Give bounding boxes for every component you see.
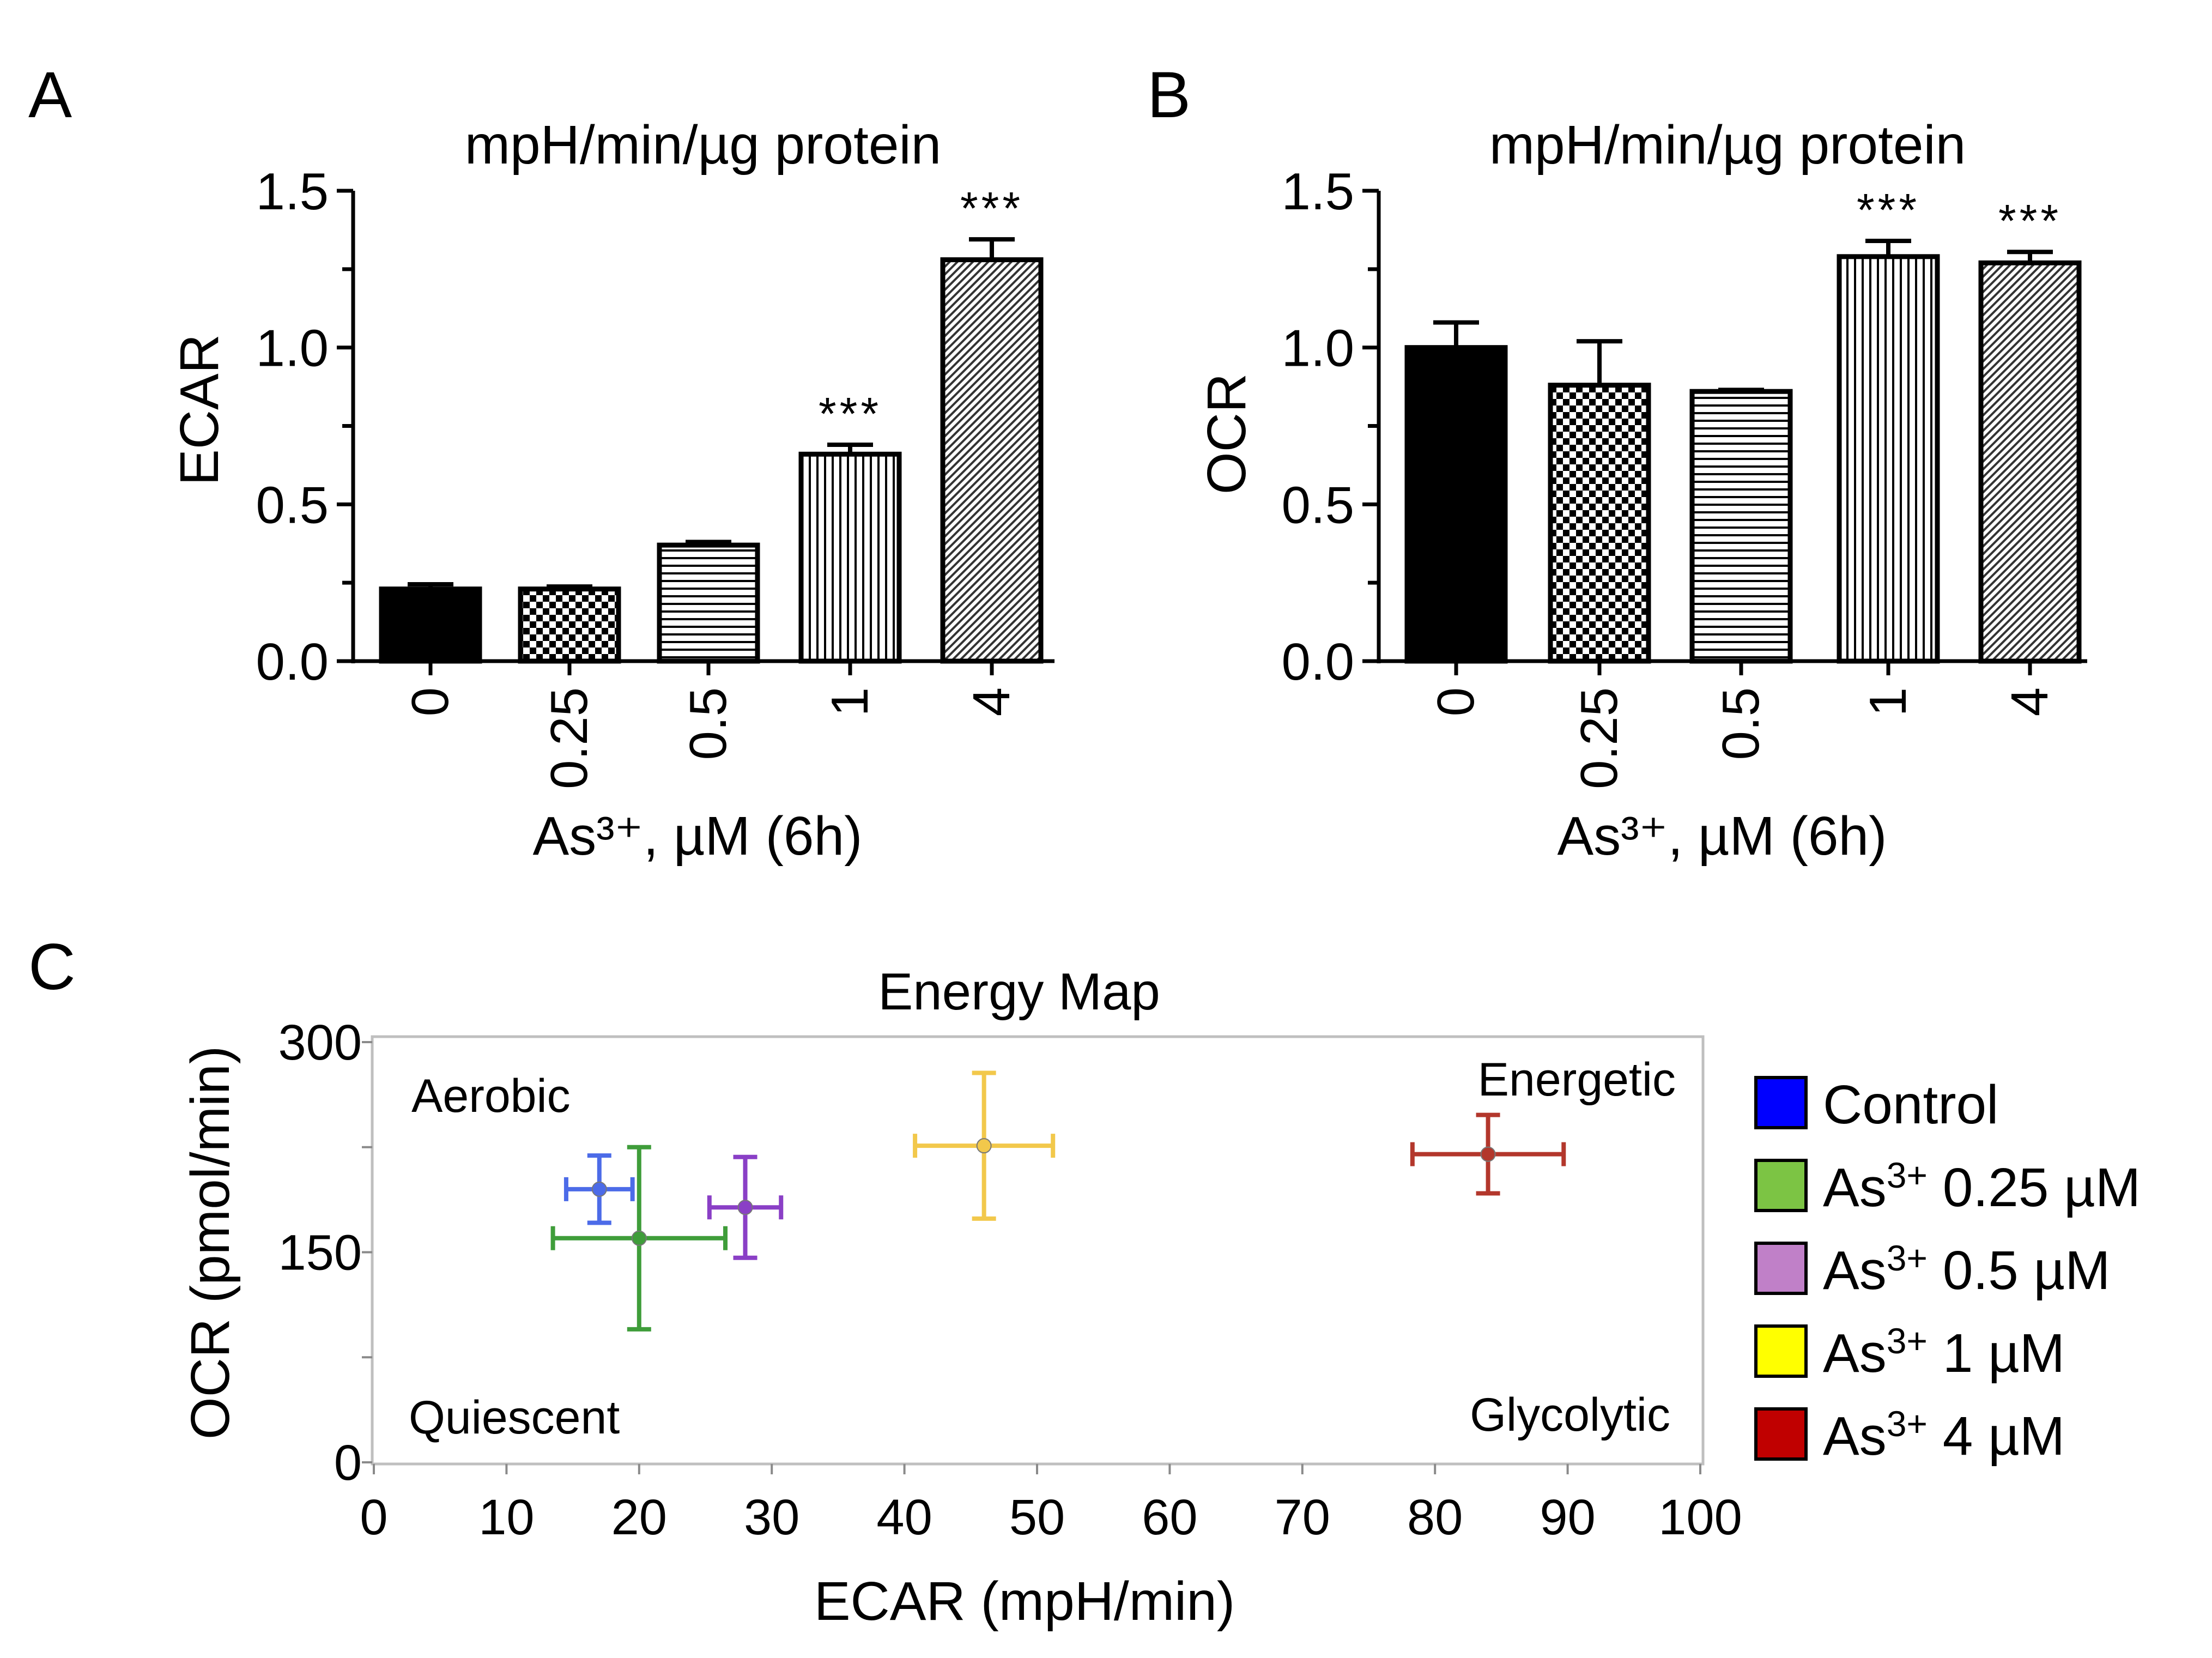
energy-map-xtick-label: 10 bbox=[478, 1490, 534, 1545]
legend-item-suffix: 1 µM bbox=[1928, 1323, 2065, 1384]
panel-b-bar bbox=[1837, 254, 1940, 664]
legend-item-prefix: As bbox=[1823, 1240, 1887, 1301]
legend-item-label: As3+ 0.5 µM bbox=[1823, 1238, 2110, 1301]
legend-item-label: As3+ 0.25 µM bbox=[1823, 1155, 2141, 1218]
energy-map-xtick-label: 50 bbox=[1009, 1490, 1065, 1545]
legend-item-prefix: As bbox=[1823, 1157, 1887, 1218]
panel-a-category-label: 0 bbox=[401, 687, 459, 716]
energy-map-point-group bbox=[707, 1154, 784, 1260]
quadrant-label-energetic: Energetic bbox=[1478, 1054, 1676, 1106]
panel-a-ytick-label: 0.5 bbox=[256, 476, 329, 534]
panel-a-bar bbox=[940, 257, 1044, 664]
panel-b-bar bbox=[1548, 383, 1651, 664]
panel-b-significance-label: *** bbox=[1998, 195, 2062, 246]
energy-map-point bbox=[591, 1181, 607, 1197]
panel-a-bar bbox=[798, 451, 902, 664]
panel-a-bar bbox=[379, 586, 482, 664]
legend-swatch bbox=[1754, 1407, 1808, 1461]
energy-map-point-group bbox=[563, 1153, 635, 1225]
panel-a-bar bbox=[518, 586, 621, 664]
panel-a-ytick-label: 0.0 bbox=[256, 633, 329, 691]
panel-a-category-label: 0.25 bbox=[540, 687, 598, 789]
panel-b-category-label: 0.5 bbox=[1712, 687, 1770, 760]
panel-a-ylabel: ECAR bbox=[169, 334, 230, 486]
panel-a-chart: mpH/min/µg protein ECAR As³⁺, µM (6h) 0.… bbox=[169, 114, 1055, 867]
panel-c-xlabel: ECAR (mpH/min) bbox=[814, 1571, 1235, 1632]
panel-b-category-label: 0 bbox=[1427, 687, 1485, 716]
energy-map-point-group bbox=[550, 1145, 728, 1332]
energy-map-xtick-label: 20 bbox=[611, 1490, 667, 1545]
panel-b-category-label: 4 bbox=[2001, 687, 2059, 716]
legend-item-prefix: As bbox=[1823, 1323, 1887, 1384]
panel-b-ytick-label: 0.5 bbox=[1282, 476, 1354, 534]
legend-swatch bbox=[1754, 1324, 1808, 1378]
legend-item-superscript: 3+ bbox=[1887, 1238, 1928, 1278]
panel-b-ytick-label: 0.0 bbox=[1282, 633, 1354, 691]
panel-c-title: Energy Map bbox=[878, 963, 1160, 1021]
legend-item-suffix: 0.25 µM bbox=[1928, 1157, 2141, 1218]
panel-b-ylabel: OCR bbox=[1196, 373, 1257, 494]
panel-a-bar bbox=[657, 542, 760, 664]
panel-b-category-label: 0.25 bbox=[1570, 687, 1628, 789]
energy-map-xtick-label: 70 bbox=[1275, 1490, 1330, 1545]
legend-swatch bbox=[1754, 1159, 1808, 1212]
panel-b-title: mpH/min/µg protein bbox=[1489, 114, 1966, 176]
panel-b-significance-label: *** bbox=[1857, 184, 1920, 235]
energy-map-xtick-label: 60 bbox=[1142, 1490, 1197, 1545]
energy-map-point bbox=[1480, 1146, 1496, 1162]
energy-map-point bbox=[976, 1138, 992, 1154]
panel-a-ytick-label: 1.0 bbox=[256, 319, 329, 378]
energy-map-xtick-label: 0 bbox=[360, 1490, 387, 1545]
legend-swatch bbox=[1754, 1242, 1808, 1295]
legend-item-prefix: As bbox=[1823, 1406, 1887, 1467]
panel-c-energy-map: Energy Map OCR (pmol/min) ECAR (mpH/min)… bbox=[180, 963, 2141, 1632]
panel-b-category-label: 1 bbox=[1859, 687, 1917, 716]
energy-map-point-group bbox=[1410, 1112, 1566, 1196]
legend-item-label: As3+ 1 µM bbox=[1823, 1321, 2065, 1384]
legend-item-label: Control bbox=[1823, 1074, 1998, 1135]
legend-swatch bbox=[1754, 1076, 1808, 1129]
panel-b-bar bbox=[1978, 260, 2082, 664]
energy-map-ytick-label: 0 bbox=[334, 1435, 362, 1491]
panel-a-ytick-label: 1.5 bbox=[256, 162, 329, 221]
quadrant-label-quiescent: Quiescent bbox=[409, 1391, 620, 1444]
energy-map-ytick-label: 300 bbox=[278, 1015, 362, 1070]
legend-item-suffix: 0.5 µM bbox=[1928, 1240, 2111, 1301]
energy-map-xtick-label: 90 bbox=[1540, 1490, 1595, 1545]
energy-map-ytick-label: 150 bbox=[278, 1225, 362, 1281]
panel-c-ylabel: OCR (pmol/min) bbox=[180, 1046, 241, 1439]
quadrant-label-glycolytic: Glycolytic bbox=[1470, 1389, 1670, 1441]
panel-a-significance-label: *** bbox=[960, 183, 1023, 234]
legend-item-superscript: 3+ bbox=[1887, 1155, 1928, 1195]
legend-item-label: As3+ 4 µM bbox=[1823, 1403, 2065, 1467]
energy-map-xtick-label: 40 bbox=[876, 1490, 932, 1545]
energy-map-point bbox=[737, 1200, 753, 1215]
energy-map-point bbox=[631, 1230, 647, 1246]
panel-a-title: mpH/min/µg protein bbox=[465, 114, 942, 176]
panel-label-b: B bbox=[1147, 58, 1191, 131]
quadrant-label-aerobic: Aerobic bbox=[411, 1070, 571, 1122]
panel-a-xlabel: As³⁺, µM (6h) bbox=[533, 806, 863, 867]
panel-label-c: C bbox=[28, 930, 76, 1003]
panel-b-ytick-label: 1.0 bbox=[1282, 319, 1354, 378]
energy-map-xtick-label: 80 bbox=[1407, 1490, 1463, 1545]
panel-b-xlabel: As³⁺, µM (6h) bbox=[1558, 806, 1887, 867]
energy-map-xtick-label: 100 bbox=[1658, 1490, 1742, 1545]
panel-b-ytick-label: 1.5 bbox=[1282, 162, 1354, 221]
panel-b-bar bbox=[1404, 345, 1508, 664]
panel-b-bar bbox=[1689, 389, 1793, 664]
panel-a-category-label: 1 bbox=[821, 687, 879, 716]
panel-label-a: A bbox=[28, 58, 72, 131]
legend-item-text: Control bbox=[1823, 1074, 1998, 1135]
panel-a-category-label: 4 bbox=[962, 687, 1021, 716]
legend-item-superscript: 3+ bbox=[1887, 1321, 1928, 1361]
legend-item-suffix: 4 µM bbox=[1928, 1406, 2065, 1467]
panel-a-significance-label: *** bbox=[819, 388, 882, 439]
energy-map-point-group bbox=[913, 1070, 1056, 1221]
panel-a-category-label: 0.5 bbox=[679, 687, 737, 760]
legend-item-superscript: 3+ bbox=[1887, 1403, 1928, 1444]
panel-b-chart: mpH/min/µg protein OCR As³⁺, µM (6h) 0.0… bbox=[1196, 114, 2087, 867]
energy-map-xtick-label: 30 bbox=[744, 1490, 799, 1545]
